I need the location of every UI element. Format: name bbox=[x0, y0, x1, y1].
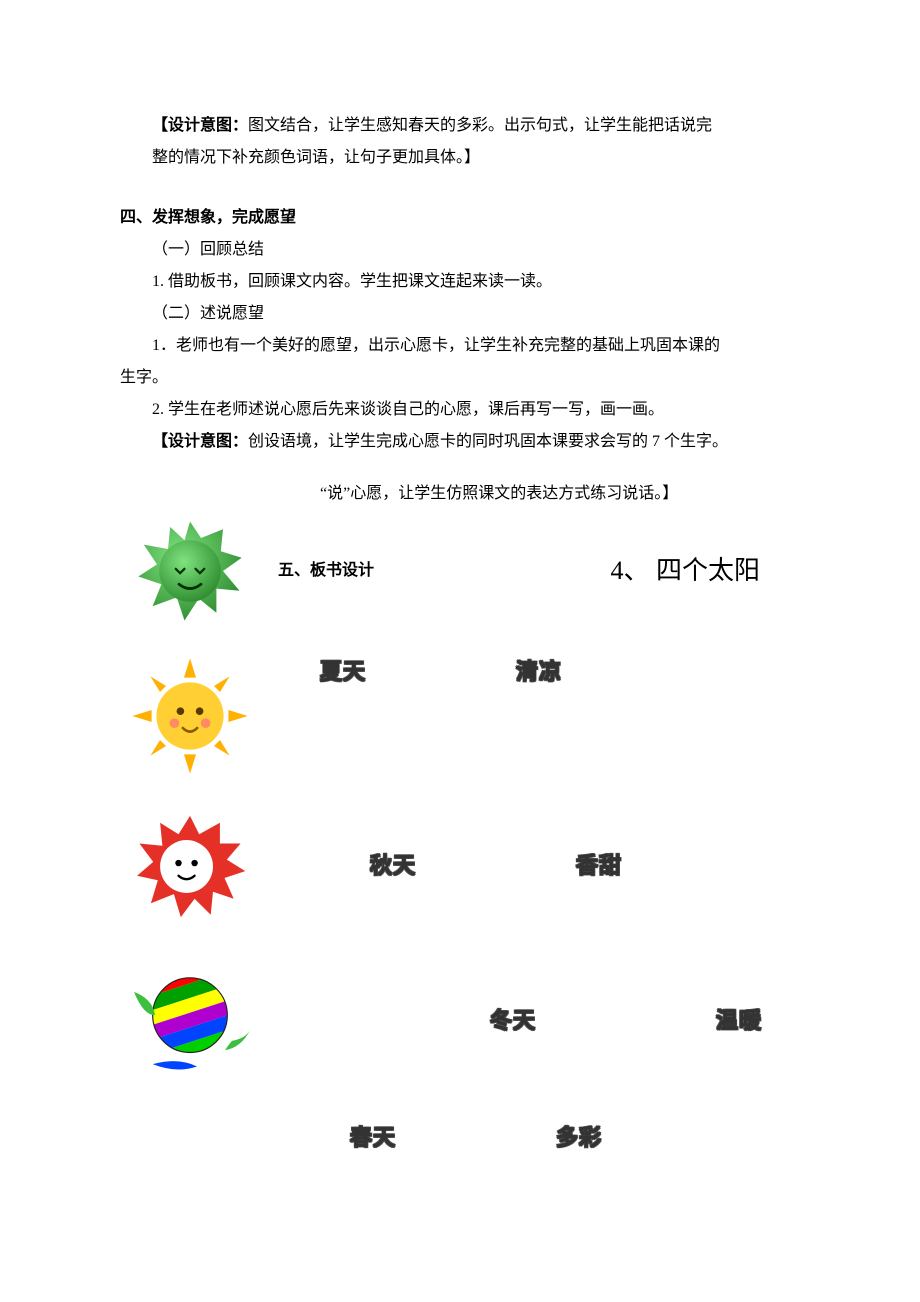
label-summer-feel: 清凉 bbox=[516, 650, 562, 694]
label-spring-feel: 多彩 bbox=[556, 1116, 602, 1160]
design-intent-1-label: 【设计意图： bbox=[152, 117, 248, 134]
design-intentintent-1-body-a: 图文结合，让学生感知春天的多彩。出示句式，让学生能把话说完 bbox=[248, 117, 712, 134]
quote-line: “说”心愿，让学生仿照课文的表达方式练习说话。】 bbox=[320, 478, 800, 510]
label-autumn-season: 秋天 bbox=[370, 844, 416, 888]
s4-sub2: （二）述说愿望 bbox=[152, 298, 800, 330]
board-design-area: “说”心愿，让学生仿照课文的表达方式练习说话。】 bbox=[120, 478, 800, 1160]
rainbow-sun-icon bbox=[120, 956, 260, 1086]
section-5-heading: 五、板书设计 bbox=[278, 555, 374, 587]
green-sun-icon bbox=[120, 516, 260, 626]
board-title: 4、 四个太阳 bbox=[610, 545, 760, 597]
design-intent-2-label: 【设计意图： bbox=[152, 433, 248, 450]
s4-sub1: （一）回顾总结 bbox=[152, 234, 800, 266]
board-row-1: 五、板书设计 4、 四个太阳 bbox=[120, 516, 800, 626]
label-summer-season: 夏天 bbox=[320, 650, 366, 694]
row-spring: 春天 多彩 bbox=[120, 1116, 800, 1160]
row-summer: 夏天 清凉 bbox=[120, 656, 800, 776]
label-autumn-feel: 香甜 bbox=[576, 844, 622, 888]
label-winter-feel: 温暖 bbox=[716, 999, 762, 1043]
design-intent-1: 【设计意图：图文结合，让学生感知春天的多彩。出示句式，让学生能把话说完 bbox=[152, 110, 800, 142]
row-autumn: 秋天 香甜 bbox=[120, 806, 800, 926]
s4-item2a: 1．老师也有一个美好的愿望，出示心愿卡，让学生补充完整的基础上巩固本课的 bbox=[152, 330, 800, 362]
label-winter-season: 冬天 bbox=[490, 999, 536, 1043]
label-spring-season: 春天 bbox=[350, 1116, 396, 1160]
s4-item1: 1. 借助板书，回顾课文内容。学生把课文连起来读一读。 bbox=[152, 266, 800, 298]
row-winter: 冬天 温暖 bbox=[120, 956, 800, 1086]
red-sun-icon bbox=[120, 809, 260, 924]
design-intent-2-body: 创设语境，让学生完成心愿卡的同时巩固本课要求会写的 7 个生字。 bbox=[248, 433, 728, 450]
section-4-heading: 四、发挥想象，完成愿望 bbox=[120, 202, 800, 234]
yellow-sun-icon bbox=[120, 656, 260, 776]
design-intent-2: 【设计意图：创设语境，让学生完成心愿卡的同时巩固本课要求会写的 7 个生字。 bbox=[152, 426, 800, 458]
s4-item2b: 生字。 bbox=[120, 362, 800, 394]
s4-item3: 2. 学生在老师述说心愿后先来谈谈自己的心愿，课后再写一写，画一画。 bbox=[152, 394, 800, 426]
design-intent-1-line2: 整的情况下补充颜色词语，让句子更加具体。】 bbox=[152, 142, 800, 174]
